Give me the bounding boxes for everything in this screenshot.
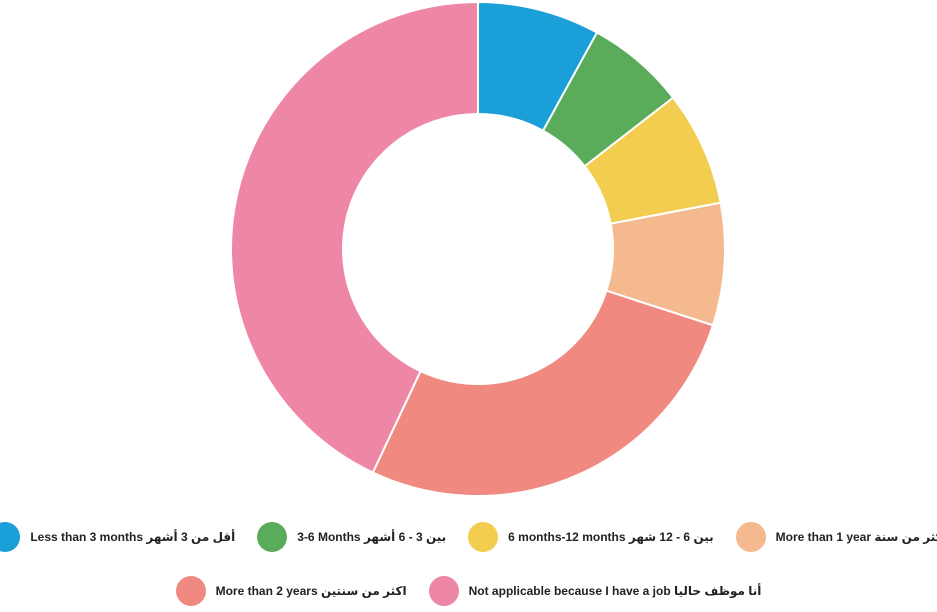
- donut-slice[interactable]: [371, 289, 715, 497]
- legend-label: More than 2 years اكثر من سنتين: [215, 584, 407, 598]
- legend-item[interactable]: Less than 3 months أقل من 3 أشهر: [0, 522, 235, 552]
- legend-item[interactable]: 3-6 Months بين 3 - 6 أشهر: [257, 522, 446, 552]
- legend-swatch: [175, 576, 206, 606]
- donut-slice[interactable]: [230, 0, 479, 474]
- legend-swatch: [428, 576, 459, 606]
- legend-label: 6 months-12 months بين 6 - 12 شهر: [508, 530, 714, 544]
- legend-row-1: Less than 3 months أقل من 3 أشهر 3-6 Mon…: [0, 522, 937, 552]
- legend-item[interactable]: Not applicable because I have a job أنا …: [428, 576, 762, 606]
- legend-label: Less than 3 months أقل من 3 أشهر: [30, 530, 236, 544]
- legend-swatch: [257, 522, 288, 552]
- donut-svg: [230, 0, 726, 497]
- legend-item[interactable]: More than 1 year اكثر من سنة: [735, 522, 937, 552]
- legend-row-2: More than 2 years اكثر من سنتين Not appl…: [0, 576, 937, 606]
- legend-swatch: [468, 522, 499, 552]
- legend-swatch: [0, 522, 21, 552]
- legend-label: Not applicable because I have a job أنا …: [468, 584, 762, 598]
- legend-item[interactable]: More than 2 years اكثر من سنتين: [175, 576, 407, 606]
- legend-label: 3-6 Months بين 3 - 6 أشهر: [297, 530, 447, 544]
- legend-swatch: [735, 522, 766, 552]
- legend-item[interactable]: 6 months-12 months بين 6 - 12 شهر: [468, 522, 714, 552]
- legend-label: More than 1 year اكثر من سنة: [775, 530, 937, 544]
